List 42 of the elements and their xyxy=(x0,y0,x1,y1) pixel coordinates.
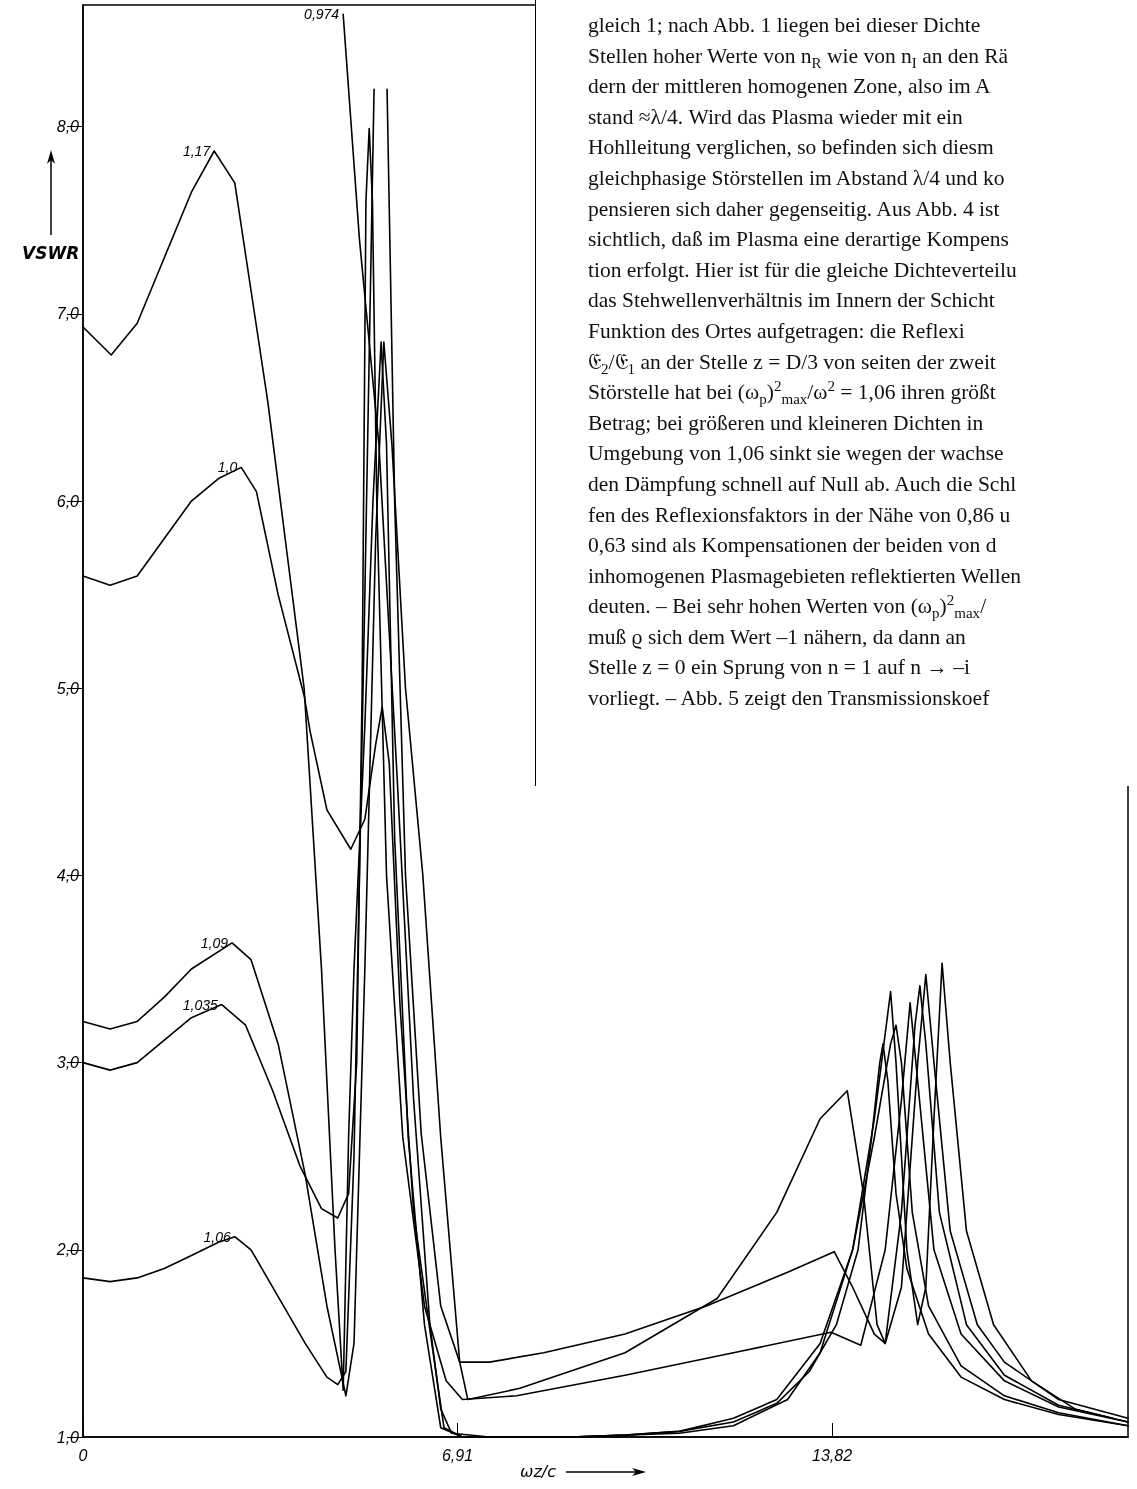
series-label: 1,17 xyxy=(182,143,212,160)
annotation: dern der mittleren homogenen Zone, also im A xyxy=(588,73,992,101)
series-label: 1,0 xyxy=(217,459,238,476)
annotation: deuten. – Bei sehr hohen Werten von (ω$_{p}$)$^{2}$$_{max}$/ xyxy=(588,591,988,622)
annotation: stand ≈λ/4. Wird das Plasma wieder mit ein xyxy=(588,103,964,131)
x-axis-title: ωz/c xyxy=(520,1462,556,1481)
y-axis-title: VSWR xyxy=(22,243,80,263)
series-label: 1,06 xyxy=(203,1228,231,1245)
y-tick-label: 3,0 xyxy=(56,1054,80,1072)
annotation: gleich 1; nach Abb. 1 liegen bei dieser Dichte xyxy=(588,12,982,39)
x-tick-label: 0 xyxy=(78,1446,88,1464)
x-tick-label: 6,91 xyxy=(441,1446,474,1464)
series-label: 1,09 xyxy=(200,934,229,951)
annotation: Stellen hoher Werte von n$_{R}$ wie von n$_{I}$ an den Rä xyxy=(588,42,1010,72)
annotation: Umgebung von 1,06 sinkt sie wegen der wachse xyxy=(588,440,1005,468)
annotation: Störstelle hat bei (ω$_{p}$)$^{2}$$_{max}$/ω$^{2}$ = 1,06 ihren größt xyxy=(588,377,997,408)
annotation: gleichphasige Störstellen im Abstand λ/4 und ko xyxy=(588,164,1006,192)
annotation: Betrag; bei größeren und kleineren Dichten in xyxy=(588,409,985,437)
series-label: 0,974 xyxy=(304,6,340,23)
annotation: Stelle z = 0 ein Sprung von n = 1 auf n → –i xyxy=(588,654,971,682)
series-label: 1,035 xyxy=(182,996,218,1013)
annotation: sichtlich, daß im Plasma eine derartige Kompens xyxy=(588,226,1010,254)
y-tick-label: 1,0 xyxy=(56,1428,80,1446)
annotation: vorliegt. – Abb. 5 zeigt den Transmissionskoef xyxy=(588,685,991,713)
annotation: pensieren sich daher gegenseitig. Aus Abb. 4 ist xyxy=(588,195,1001,223)
annotation: 0,63 sind als Kompensationen der beiden von d xyxy=(588,532,998,560)
y-tick-label: 8,0 xyxy=(56,118,80,136)
annotation: tion erfolgt. Hier ist für die gleiche Dichteverteilu xyxy=(588,256,1018,284)
y-tick-label: 4,0 xyxy=(56,866,80,884)
y-tick-label: 5,0 xyxy=(56,679,80,697)
annotation: Hohlleitung verglichen, so befinden sich diesm xyxy=(588,134,995,162)
annotation: das Stehwellenverhältnis im Innern der Schicht xyxy=(588,287,996,315)
y-tick-label: 7,0 xyxy=(56,305,80,323)
annotation: 𝔈$_{2}$/𝔈$_{1}$ an der Stelle z = D/3 von seiten der zweit xyxy=(588,348,997,378)
x-tick-label: 13,82 xyxy=(812,1446,853,1464)
annotation: Funktion des Ortes aufgetragen: die Reflexi xyxy=(588,317,966,345)
y-tick-label: 6,0 xyxy=(56,492,80,510)
y-tick-label: 2,0 xyxy=(55,1241,80,1259)
annotation: fen des Reflexionsfaktors in der Nähe von 0,86 u xyxy=(588,501,1012,529)
annotation: inhomogenen Plasmagebieten reflektierten Wellen xyxy=(588,562,1023,590)
annotation: muß ϱ sich dem Wert –1 nähern, da dann an xyxy=(588,623,967,651)
annotation: den Dämpfung schnell auf Null ab. Auch die Schl xyxy=(588,470,1018,498)
